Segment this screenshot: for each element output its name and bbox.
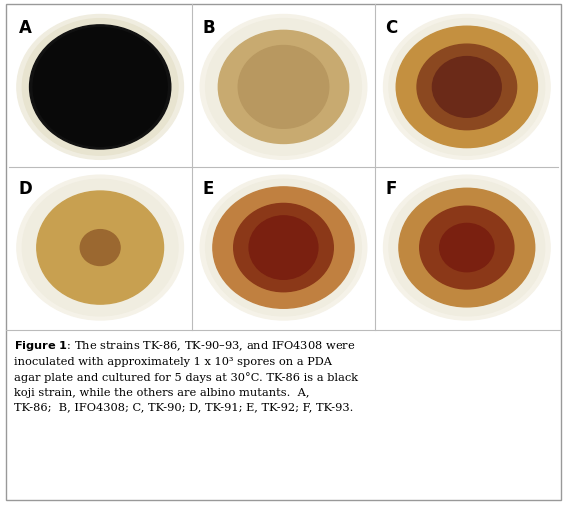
Text: D: D <box>19 179 32 197</box>
Ellipse shape <box>396 27 538 148</box>
Ellipse shape <box>213 187 354 309</box>
Text: $\mathbf{Figure\ 1}$: The strains TK-86, TK-90–93, and IFO4308 were
inoculated w: $\mathbf{Figure\ 1}$: The strains TK-86,… <box>14 338 358 411</box>
Ellipse shape <box>206 180 361 316</box>
Ellipse shape <box>29 26 171 149</box>
Ellipse shape <box>200 176 367 320</box>
Ellipse shape <box>17 176 184 320</box>
Ellipse shape <box>383 16 550 160</box>
Text: A: A <box>19 19 32 37</box>
Text: E: E <box>202 179 213 197</box>
Ellipse shape <box>22 20 178 156</box>
Ellipse shape <box>37 191 163 305</box>
Ellipse shape <box>389 20 545 156</box>
Text: B: B <box>202 19 215 37</box>
Ellipse shape <box>417 45 517 130</box>
Ellipse shape <box>81 230 120 266</box>
Ellipse shape <box>234 204 333 292</box>
Ellipse shape <box>433 58 501 118</box>
Ellipse shape <box>420 207 514 289</box>
Text: F: F <box>386 179 397 197</box>
Ellipse shape <box>389 180 545 316</box>
Ellipse shape <box>249 217 318 280</box>
Ellipse shape <box>439 224 494 272</box>
Ellipse shape <box>238 46 329 129</box>
Ellipse shape <box>33 29 167 147</box>
Ellipse shape <box>206 20 361 156</box>
Ellipse shape <box>383 176 550 320</box>
Ellipse shape <box>218 31 349 144</box>
Ellipse shape <box>17 16 184 160</box>
Ellipse shape <box>22 180 178 316</box>
Text: C: C <box>386 19 397 37</box>
Ellipse shape <box>399 189 535 307</box>
Ellipse shape <box>200 16 367 160</box>
